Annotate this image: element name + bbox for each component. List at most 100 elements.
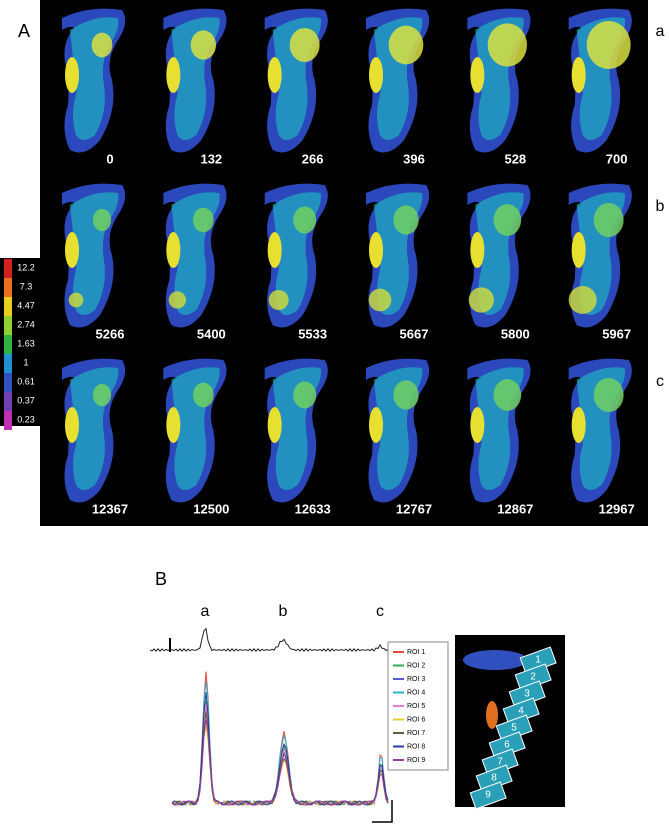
frame: 266 xyxy=(264,8,328,166)
hot-spot xyxy=(568,286,597,314)
colorbar-swatch xyxy=(4,278,12,297)
legend-label: ROI 3 xyxy=(407,676,425,683)
frame: 12633 xyxy=(264,358,331,516)
hot-spot xyxy=(289,28,320,62)
frame: 528 xyxy=(467,8,531,166)
frame: 5967 xyxy=(568,183,632,341)
colorbar-swatch xyxy=(4,259,12,278)
legend-label: ROI 1 xyxy=(407,649,425,656)
roi-blob xyxy=(463,650,527,670)
frame: 12500 xyxy=(163,358,229,516)
row-label: c xyxy=(656,373,664,390)
hot-spot xyxy=(493,379,522,411)
hot-spot xyxy=(267,407,282,443)
colorbar-label: 0.37 xyxy=(17,395,35,405)
legend-label: ROI 7 xyxy=(407,730,425,737)
frame-time: 12967 xyxy=(599,501,635,516)
hot-spot xyxy=(91,32,113,58)
colorbar-label: 7.3 xyxy=(20,281,33,291)
roi-number: 3 xyxy=(524,689,530,700)
hot-spot xyxy=(293,206,317,234)
row-label: b xyxy=(656,198,665,215)
legend-label: ROI 4 xyxy=(407,689,425,696)
hot-spot xyxy=(571,407,586,443)
hot-spot xyxy=(268,290,289,310)
hot-spot xyxy=(487,23,527,67)
hot-spot xyxy=(493,204,522,236)
frame-time: 396 xyxy=(403,151,425,166)
colorbar-swatch xyxy=(4,335,12,354)
panel-label: A xyxy=(18,21,30,41)
roi-number: 8 xyxy=(491,773,497,784)
hot-spot xyxy=(65,57,79,93)
frame-time: 5400 xyxy=(197,326,226,341)
frame: 5533 xyxy=(264,183,328,341)
frame-time: 5533 xyxy=(298,326,327,341)
row-label: a xyxy=(656,23,665,40)
frame: 5400 xyxy=(163,183,227,341)
hot-spot xyxy=(470,57,485,93)
hot-spot xyxy=(571,57,586,93)
frame-time: 700 xyxy=(606,151,628,166)
colorbar-label: 0.23 xyxy=(17,414,35,424)
hot-spot xyxy=(393,205,419,235)
hot-spot xyxy=(369,232,383,268)
roi-number: 1 xyxy=(535,655,541,666)
colorbar-swatch xyxy=(4,373,12,392)
hot-spot xyxy=(65,232,79,268)
hot-spot xyxy=(65,407,79,443)
roi-number: 7 xyxy=(497,757,503,768)
hot-spot xyxy=(586,21,631,69)
frame-time: 5667 xyxy=(400,326,429,341)
frame: 0 xyxy=(62,8,126,166)
frame-time: 5967 xyxy=(602,326,631,341)
hot-spot xyxy=(369,57,383,93)
legend-label: ROI 9 xyxy=(407,757,425,764)
hot-spot xyxy=(593,378,624,412)
legend-label: ROI 5 xyxy=(407,703,425,710)
frame: 5266 xyxy=(62,183,126,341)
legend-label: ROI 2 xyxy=(407,662,425,669)
hot-spot xyxy=(168,291,186,309)
colorbar-swatch xyxy=(4,392,12,411)
frame-time: 132 xyxy=(200,151,222,166)
colorbar-label: 12.2 xyxy=(17,262,35,272)
colorbar-swatch xyxy=(4,316,12,335)
hot-spot xyxy=(166,232,181,268)
panel-label: B xyxy=(155,569,167,589)
roi-region xyxy=(469,781,507,810)
colorbar-label: 0.61 xyxy=(17,376,35,386)
frame-time: 0 xyxy=(106,151,113,166)
hot-spot xyxy=(92,208,112,232)
frame-time: 5266 xyxy=(96,326,125,341)
frame-time: 12367 xyxy=(92,501,128,516)
hot-spot xyxy=(470,407,485,443)
colorbar-label: 1 xyxy=(23,357,28,367)
hot-spot xyxy=(293,381,317,409)
frame-time: 12767 xyxy=(396,501,432,516)
colorbar-label: 1.63 xyxy=(17,338,35,348)
scale-bar xyxy=(372,800,393,823)
frame: 12867 xyxy=(467,358,533,516)
hot-spot xyxy=(393,380,419,410)
roi-number: 2 xyxy=(530,672,536,683)
hot-spot xyxy=(193,382,214,408)
hot-spot xyxy=(92,383,112,407)
peak-label: b xyxy=(279,603,288,620)
frame: 700 xyxy=(568,8,632,166)
hot-spot xyxy=(267,232,282,268)
frame-time: 5800 xyxy=(501,326,530,341)
roi-trace xyxy=(171,681,389,807)
hot-spot xyxy=(369,407,383,443)
hot-spot xyxy=(470,232,485,268)
roi-number: 5 xyxy=(511,723,517,734)
colorbar-label: 2.74 xyxy=(17,319,35,329)
legend-label: ROI 8 xyxy=(407,743,425,750)
colorbar-swatch xyxy=(4,354,12,373)
hot-spot xyxy=(68,292,84,308)
frame: 5800 xyxy=(467,183,531,341)
roi-number: 4 xyxy=(518,706,524,717)
roi-number: 9 xyxy=(485,790,491,801)
hot-spot xyxy=(166,407,181,443)
